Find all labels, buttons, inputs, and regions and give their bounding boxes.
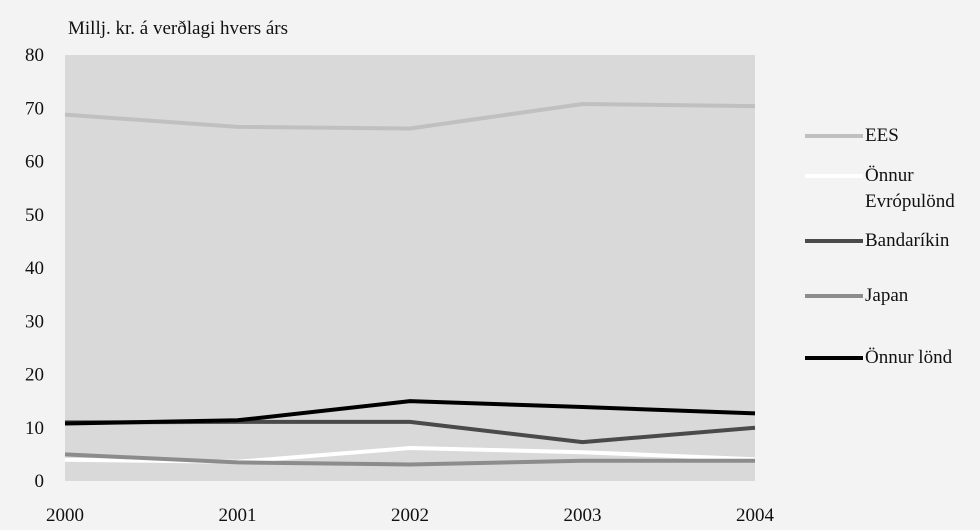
y-tick-label: 40 [25,258,44,279]
legend-swatch [805,239,863,243]
legend: EES Önnur Evrópulönd Bandaríkin Japan Önnur … [805,0,980,530]
y-tick-label: 10 [25,418,44,439]
legend-item: EES [805,123,980,149]
y-tick-label: 50 [25,205,44,226]
series-line [64,452,755,467]
x-tick-label: 2003 [564,505,602,526]
legend-item: Önnur Evrópulönd [805,163,980,215]
legend-item: Japan [805,283,980,309]
x-tick-label: 2000 [46,505,84,526]
legend-label: Bandaríkin [865,230,950,251]
y-tick-label: 70 [25,98,44,119]
x-tick-label: 2001 [219,505,257,526]
legend-swatch [805,294,863,298]
legend-item: Bandaríkin [805,228,980,254]
y-tick-label: 0 [35,471,45,492]
legend-label: EES [865,125,899,146]
legend-label: Önnur Evrópulönd [865,165,955,212]
y-tick-label: 80 [25,45,44,66]
legend-item: Önnur lönd [805,345,980,371]
legend-label: Önnur lönd [865,347,953,368]
series-line [64,102,756,131]
y-axis-label: Millj. kr. á verðlagi hvers árs [68,18,289,39]
x-tick-label: 2002 [391,505,429,526]
y-tick-label: 60 [25,152,44,173]
legend-label: Japan [865,285,909,306]
x-tick-label: 2004 [736,505,775,526]
y-tick-label: 30 [25,311,44,332]
y-tick-label: 20 [25,365,44,386]
legend-swatch [805,134,863,138]
series-line [64,399,756,426]
legend-swatch [805,174,863,178]
legend-swatch [805,356,863,360]
plot-area [65,55,755,481]
